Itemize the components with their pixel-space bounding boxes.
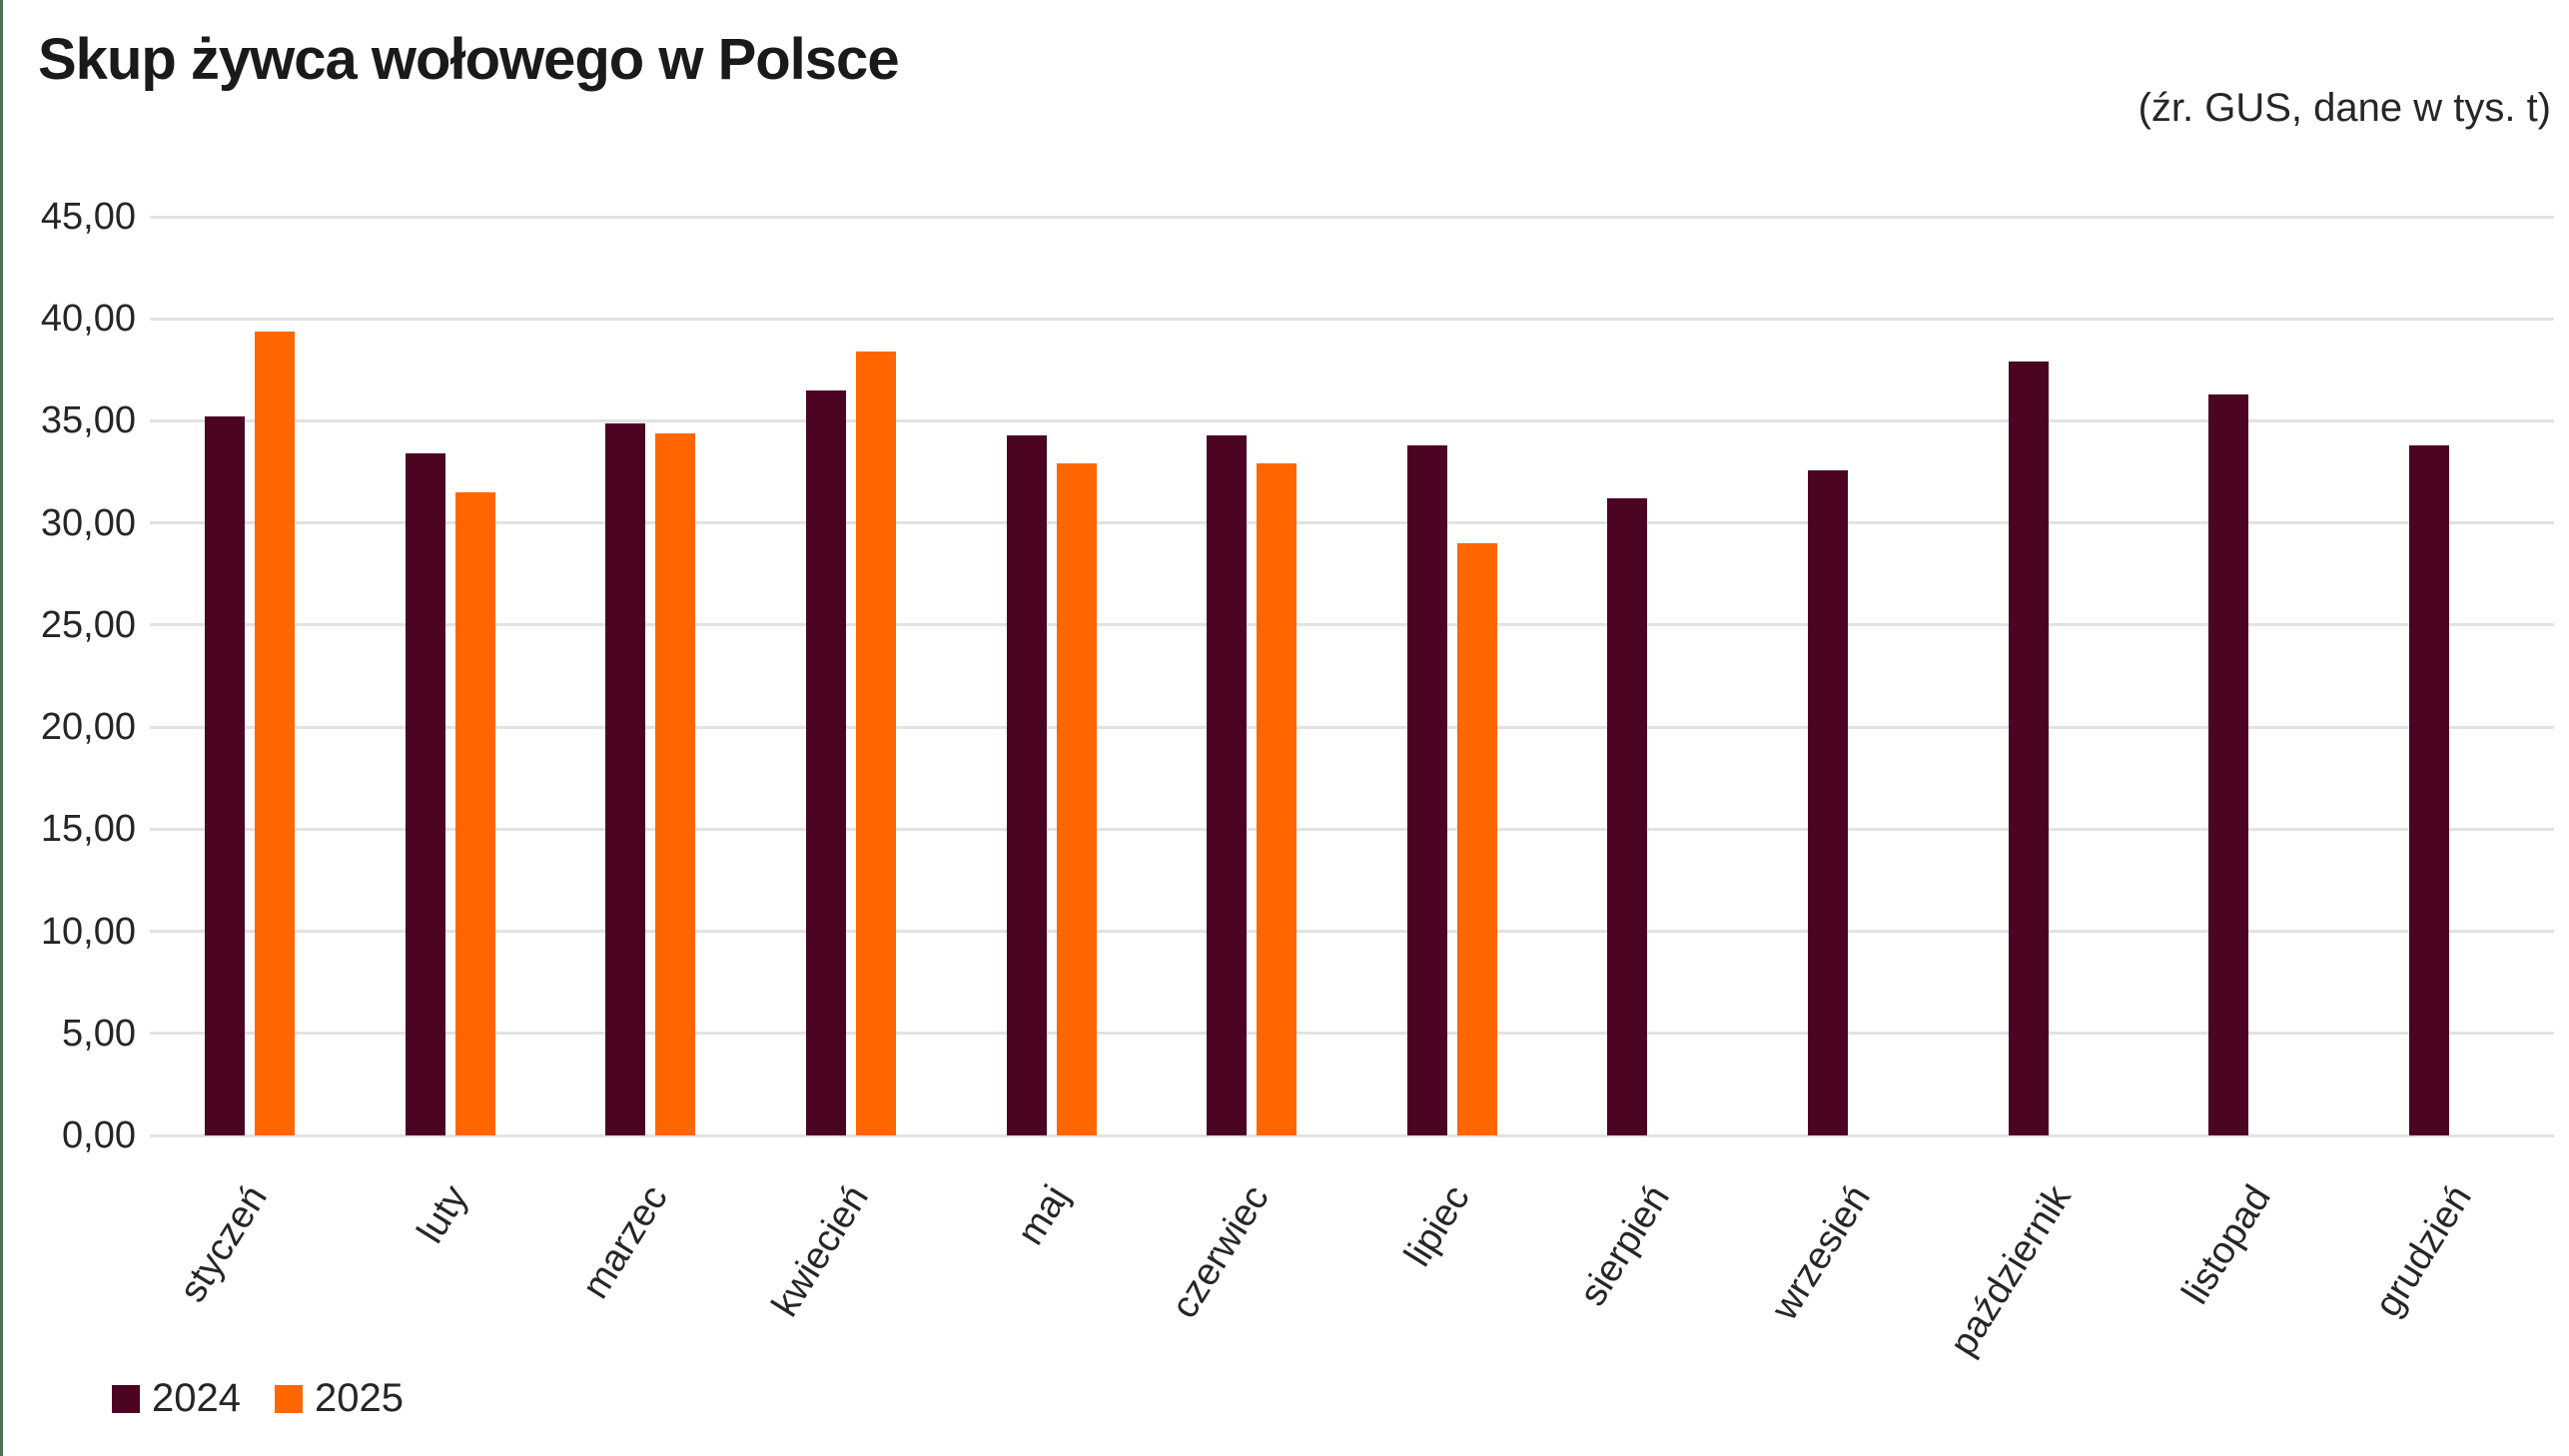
left-accent-bar	[0, 0, 3, 1456]
x-tick-label-maj: maj	[1009, 1177, 1078, 1253]
x-tick-label-październik: październik	[1941, 1177, 2080, 1364]
bar-2025-lipiec	[1456, 543, 1497, 1135]
chart-title: Skup żywca wołowego w Polsce	[38, 27, 900, 92]
gridline	[150, 930, 2554, 934]
bar-2024-styczeń	[205, 416, 246, 1135]
source-note: (źr. GUS, dane w tys. t)	[2138, 86, 2551, 130]
y-tick-label: 45,00	[40, 196, 136, 238]
bar-2024-marzec	[605, 422, 646, 1135]
y-tick-label: 35,00	[40, 399, 136, 442]
bar-2025-marzec	[655, 432, 696, 1135]
bar-2024-kwiecień	[806, 389, 847, 1135]
bar-2024-czerwiec	[1207, 434, 1248, 1135]
bar-2025-czerwiec	[1257, 463, 1297, 1135]
gridline	[150, 215, 2554, 219]
legend-item-2025: 2025	[274, 1376, 404, 1421]
bar-2024-lipiec	[1406, 444, 1447, 1135]
bar-2025-maj	[1056, 463, 1097, 1135]
x-tick-label-lipiec: lipiec	[1396, 1177, 1478, 1274]
gridline	[150, 1032, 2554, 1036]
x-tick-label-sierpień: sierpień	[1572, 1177, 1679, 1313]
bar-2024-wrzesień	[1807, 469, 1848, 1135]
y-tick-label: 0,00	[62, 1114, 136, 1156]
x-tick-label-grudzień: grudzień	[2366, 1177, 2480, 1324]
x-tick-label-wrzesień: wrzesień	[1763, 1177, 1879, 1328]
gridline	[150, 521, 2554, 525]
legend-item-2024: 2024	[112, 1376, 241, 1421]
legend-swatch-2024	[112, 1384, 140, 1413]
gridline	[150, 827, 2554, 831]
bar-2024-maj	[1006, 434, 1047, 1135]
legend-label: 2024	[152, 1376, 241, 1420]
y-tick-label: 20,00	[40, 706, 136, 749]
y-tick-label: 10,00	[40, 910, 136, 953]
bar-2024-październik	[2008, 362, 2049, 1135]
y-tick-label: 15,00	[40, 808, 136, 851]
gridline	[150, 623, 2554, 627]
bar-2024-grudzień	[2408, 444, 2449, 1135]
bar-2025-luty	[454, 492, 495, 1135]
plot-area	[150, 215, 2554, 1137]
gridline	[150, 317, 2554, 321]
y-axis: 45,00 40,00 35,00 30,00 25,00 20,00 15,00 10,00…	[0, 197, 136, 1155]
y-tick-label: 25,00	[40, 603, 136, 646]
bar-2024-luty	[405, 453, 445, 1135]
x-tick-label-listopad: listopad	[2173, 1177, 2279, 1312]
gridline	[150, 1133, 2554, 1137]
bar-2025-styczeń	[255, 331, 296, 1135]
gridline	[150, 418, 2554, 422]
legend-swatch-2025	[274, 1384, 303, 1413]
x-axis: styczeń luty marzec kwiecień maj czerwiec lipi…	[150, 1135, 2554, 1375]
bar-2024-listopad	[2208, 393, 2249, 1135]
gridline	[150, 725, 2554, 729]
x-tick-label-czerwiec: czerwiec	[1164, 1177, 1279, 1326]
legend-label: 2025	[314, 1376, 404, 1420]
x-tick-label-marzec: marzec	[574, 1177, 677, 1306]
legend: 2024 2025	[112, 1376, 437, 1421]
y-tick-label: 30,00	[40, 501, 136, 544]
x-tick-label-kwiecień: kwiecień	[763, 1177, 877, 1324]
bar-2024-sierpień	[1607, 498, 1648, 1135]
y-tick-label: 5,00	[62, 1012, 136, 1055]
bar-2025-kwiecień	[856, 351, 897, 1135]
y-tick-label: 40,00	[40, 298, 136, 341]
